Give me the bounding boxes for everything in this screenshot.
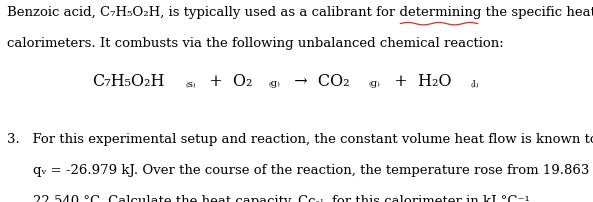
Text: 3.   For this experimental setup and reaction, the constant volume heat flow is : 3. For this experimental setup and react… (7, 133, 593, 146)
Text: +  O₂: + O₂ (199, 73, 253, 90)
Text: ₍g₎: ₍g₎ (268, 79, 280, 88)
Text: →  CO₂: → CO₂ (283, 73, 349, 90)
Text: +  H₂O: + H₂O (384, 73, 451, 90)
Text: Benzoic acid, C₇H₅O₂H, is typically used as a calibrant for determining the spec: Benzoic acid, C₇H₅O₂H, is typically used… (7, 6, 593, 19)
Text: ₍s₎: ₍s₎ (186, 79, 196, 88)
Text: calorimeters. It combusts via the following unbalanced chemical reaction:: calorimeters. It combusts via the follow… (7, 37, 504, 50)
Text: C₇H₅O₂H: C₇H₅O₂H (92, 73, 164, 90)
Text: 22.540 °C. Calculate the heat capacity, Cᴄₐₗ, for this calorimeter in kJ °C⁻¹.: 22.540 °C. Calculate the heat capacity, … (33, 196, 534, 202)
Text: qᵥ = -26.979 kJ. Over the course of the reaction, the temperature rose from 19.8: qᵥ = -26.979 kJ. Over the course of the … (33, 164, 593, 177)
Text: ₍l₎: ₍l₎ (471, 79, 479, 88)
Text: ₍g₎: ₍g₎ (368, 79, 380, 88)
